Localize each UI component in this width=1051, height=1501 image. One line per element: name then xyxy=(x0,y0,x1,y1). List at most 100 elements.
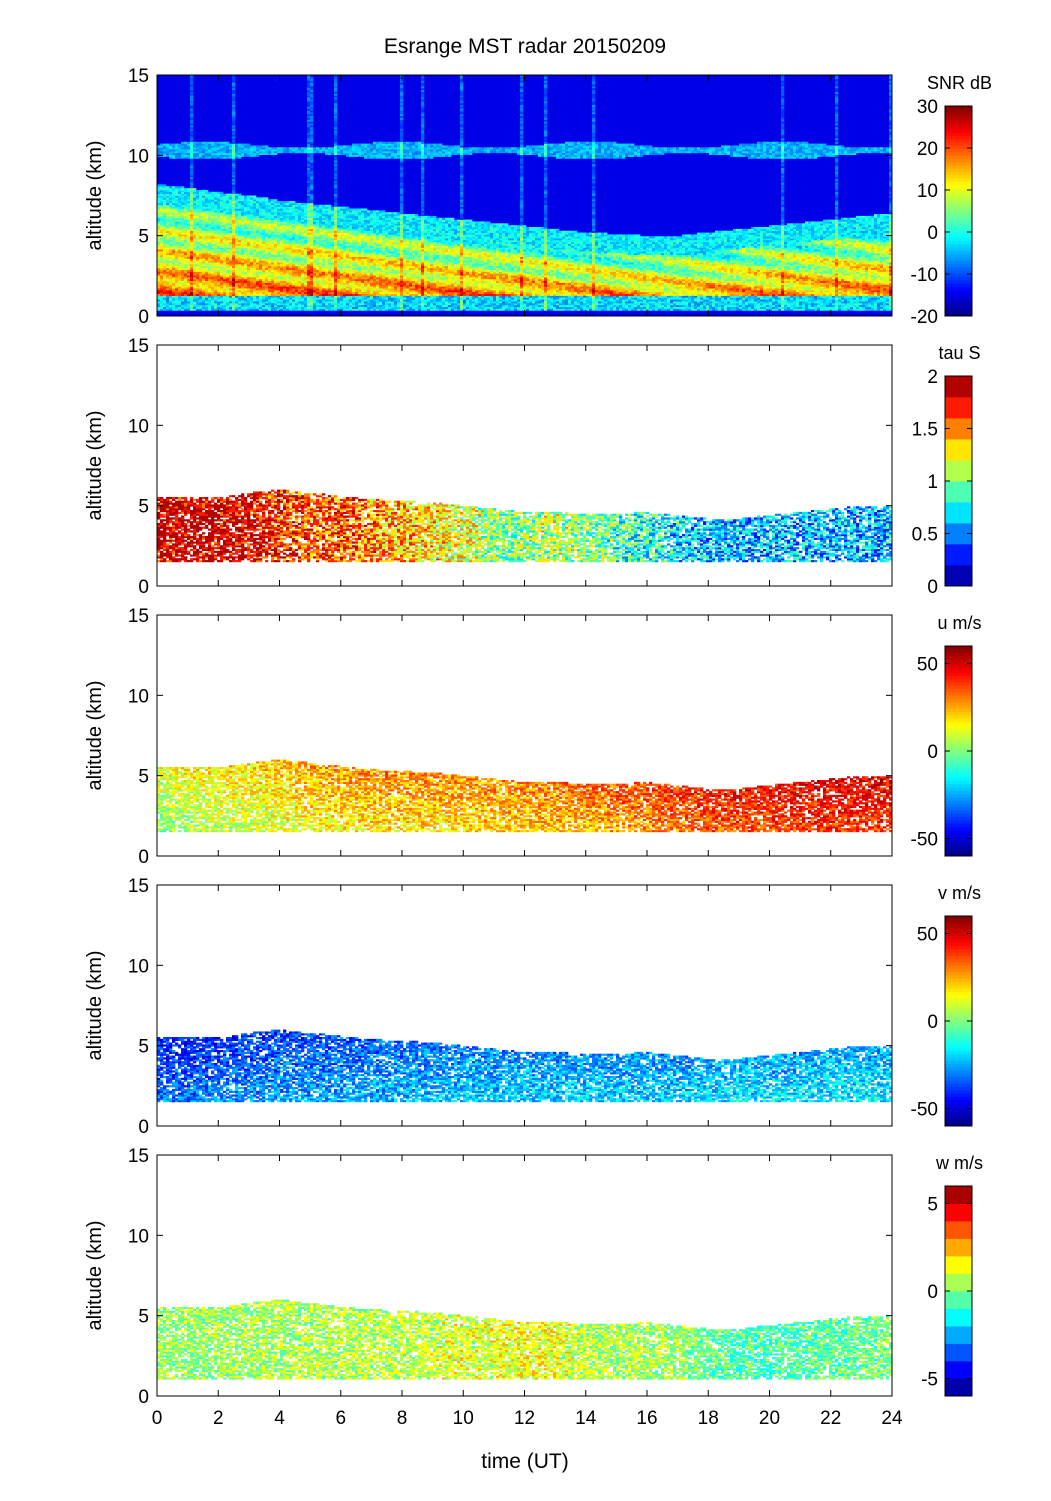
colorbar-step xyxy=(945,303,972,307)
colorbar-step xyxy=(945,952,972,956)
colorbar-step xyxy=(945,1274,972,1292)
colorbar-step xyxy=(945,689,972,693)
figure-title: Esrange MST radar 20150209 xyxy=(384,35,666,58)
colorbar-step xyxy=(945,916,972,920)
colorbar-step xyxy=(945,659,972,663)
colorbar-step xyxy=(945,460,972,481)
colorbar-step xyxy=(945,1077,972,1081)
colorbar-step xyxy=(945,175,972,179)
colorbar-step xyxy=(945,969,972,973)
colorbar-step xyxy=(945,738,972,742)
colorbar-step xyxy=(945,250,972,254)
colorbar-step xyxy=(945,794,972,798)
colorbar-step xyxy=(945,735,972,739)
colorbar-step xyxy=(945,267,972,271)
colorbar-tick-label: 50 xyxy=(917,925,938,946)
colorbar-step xyxy=(945,227,972,231)
colorbar-label: tau S xyxy=(938,343,980,363)
colorbar-step xyxy=(945,708,972,712)
colorbar-step xyxy=(945,965,972,969)
colorbar-step xyxy=(945,998,972,1002)
colorbar-tick-label: 50 xyxy=(917,655,938,676)
colorbar-step xyxy=(945,201,972,205)
colorbar-step xyxy=(945,682,972,686)
colorbar-step xyxy=(945,116,972,120)
x-tick-label: 22 xyxy=(820,1408,841,1429)
colorbar-step xyxy=(945,764,972,768)
colorbar-step xyxy=(945,929,972,933)
colorbar-step xyxy=(945,221,972,225)
colorbar-step xyxy=(945,185,972,189)
y-axis-label: altitude (km) xyxy=(84,140,106,250)
colorbar-step xyxy=(945,676,972,680)
colorbar-step xyxy=(945,932,972,936)
colorbar-step xyxy=(945,286,972,290)
x-tick-label: 16 xyxy=(636,1408,657,1429)
colorbar-step xyxy=(945,277,972,281)
colorbar-tick-label: 5 xyxy=(927,1195,938,1216)
colorbar-step xyxy=(945,129,972,133)
colorbar-step xyxy=(945,1326,972,1344)
x-tick-label: 12 xyxy=(514,1408,535,1429)
colorbar-step xyxy=(945,1103,972,1107)
colorbar-step xyxy=(945,155,972,159)
colorbar-step xyxy=(945,1093,972,1097)
colorbar-step xyxy=(945,833,972,837)
colorbar-step xyxy=(945,439,972,460)
colorbar-tick-label: 0 xyxy=(927,223,938,244)
colorbar-step xyxy=(945,1186,972,1204)
colorbar-tick-label: 10 xyxy=(917,181,938,202)
colorbar-step xyxy=(945,1067,972,1071)
colorbar-step xyxy=(945,224,972,228)
radar-figure: Esrange MST radar 20150209 051015altitud… xyxy=(0,0,1051,1501)
colorbar-step xyxy=(945,669,972,673)
colorbar-step xyxy=(945,257,972,261)
colorbar-step xyxy=(945,1024,972,1028)
colorbar-tick-label: 20 xyxy=(917,139,938,160)
colorbar-step xyxy=(945,260,972,264)
colorbar-step xyxy=(945,293,972,297)
colorbar-step xyxy=(945,761,972,765)
colorbar-tick-label: -5 xyxy=(921,1370,938,1391)
colorbar-step xyxy=(945,218,972,222)
colorbar-step xyxy=(945,1083,972,1087)
colorbar-step xyxy=(945,926,972,930)
colorbar-step xyxy=(945,502,972,523)
colorbar-step xyxy=(945,1031,972,1035)
y-axis-label: altitude (km) xyxy=(84,680,106,790)
colorbar-step xyxy=(945,241,972,245)
x-tick-label: 14 xyxy=(575,1408,597,1429)
colorbar-step xyxy=(945,1064,972,1068)
y-tick-label: 15 xyxy=(128,1146,149,1167)
x-tick-label: 4 xyxy=(274,1408,285,1429)
colorbar-step xyxy=(945,1087,972,1091)
colorbar-step xyxy=(945,1113,972,1117)
colorbar-label: v m/s xyxy=(938,883,981,903)
colorbar-step xyxy=(945,1054,972,1058)
y-tick-label: 0 xyxy=(138,847,149,868)
colorbar-step xyxy=(945,959,972,963)
colorbar-step xyxy=(945,939,972,943)
colorbar-step xyxy=(945,826,972,830)
colorbar-step xyxy=(945,109,972,113)
colorbar-step xyxy=(945,1361,972,1379)
colorbar-step xyxy=(945,692,972,696)
colorbar-step xyxy=(945,820,972,824)
colorbar-step xyxy=(945,813,972,817)
x-tick-label: 6 xyxy=(335,1408,346,1429)
colorbar-step xyxy=(945,1110,972,1114)
colorbar-step xyxy=(945,781,972,785)
x-tick-label: 20 xyxy=(759,1408,780,1429)
colorbar-step xyxy=(945,1034,972,1038)
colorbar-step xyxy=(945,662,972,666)
colorbar-step xyxy=(945,1080,972,1084)
colorbar-step xyxy=(945,195,972,199)
colorbar-step xyxy=(945,1291,972,1309)
colorbar-step xyxy=(945,309,972,313)
y-tick-label: 15 xyxy=(128,876,149,897)
